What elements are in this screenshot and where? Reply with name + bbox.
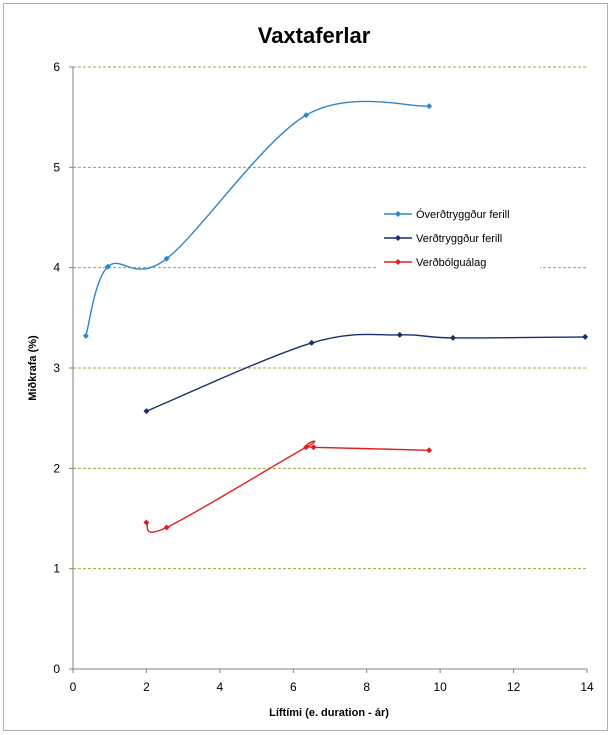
y-tick-label-4: 4	[53, 261, 60, 275]
x-tick-label-6: 12	[507, 680, 521, 694]
y-tick-label-3: 3	[53, 361, 60, 375]
series-0-point-2	[163, 255, 170, 262]
x-tick-label-7: 14	[580, 680, 594, 694]
x-tick-label-2: 4	[217, 680, 224, 694]
legend-label-1: Verðtryggður ferill	[416, 233, 502, 245]
series-1-point-1	[308, 339, 315, 346]
legend-marker-1	[395, 235, 401, 241]
x-tick-label-4: 8	[363, 680, 370, 694]
chart-frame	[3, 3, 608, 731]
legend: Óverðtryggður ferill Verðtryggður ferill V…	[378, 200, 540, 298]
series-1-point-2	[396, 331, 403, 338]
series-line-2	[145, 440, 430, 533]
legend-box	[378, 200, 540, 298]
series-2-point-3	[310, 444, 317, 451]
x-axis-label: Líftími (e. duration - ár)	[269, 707, 389, 719]
legend-marker-2	[395, 259, 401, 265]
x-tick-label-3: 6	[290, 680, 297, 694]
y-tick-label-0: 0	[53, 662, 60, 676]
series-line-0	[85, 100, 430, 337]
series-0-point-1	[104, 263, 111, 270]
series-group	[82, 100, 589, 533]
y-axis-label: Miðkrafa (%)	[27, 335, 39, 401]
series-1-point-0	[143, 408, 150, 415]
y-tick-label-5: 5	[53, 160, 60, 174]
series-2-point-0	[143, 519, 150, 526]
series-2-point-4	[426, 447, 433, 454]
series-2-point-1	[163, 524, 170, 531]
gridlines	[73, 66, 587, 570]
x-tick-label-1: 2	[143, 680, 150, 694]
series-1-point-4	[582, 333, 589, 340]
chart-title: Vaxtaferlar	[258, 23, 371, 48]
x-tick-label-5: 10	[433, 680, 447, 694]
y-tick-label-1: 1	[53, 562, 60, 576]
series-0-point-4	[426, 103, 433, 110]
legend-marker-0	[395, 211, 401, 217]
legend-label-0: Óverðtryggður ferill	[416, 208, 510, 221]
series-1-point-3	[449, 334, 456, 341]
y-tick-label-2: 2	[53, 461, 60, 475]
y-tick-label-6: 6	[53, 60, 60, 74]
series-0-point-0	[82, 332, 89, 339]
series-line-1	[146, 333, 586, 412]
axes	[69, 66, 588, 673]
x-tick-label-0: 0	[70, 680, 77, 694]
legend-label-2: Verðbólguálag	[416, 257, 486, 269]
series-0-point-3	[303, 112, 310, 119]
series-2-point-2	[303, 444, 310, 451]
